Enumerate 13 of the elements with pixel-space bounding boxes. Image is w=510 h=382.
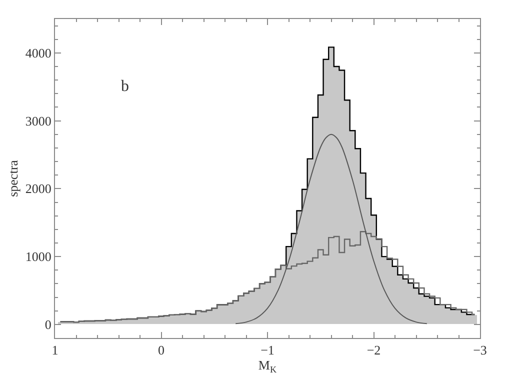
y-tick-label: 2000	[25, 181, 52, 196]
y-axis-title: spectra	[5, 160, 20, 197]
x-tick-label: −1	[260, 342, 274, 358]
x-tick-label: 0	[158, 342, 164, 358]
x-tick-label: −3	[473, 342, 487, 358]
y-tick-label: 0	[44, 316, 52, 332]
x-axis-title: M$_{K}$	[258, 358, 277, 374]
x-tick-label: 1	[52, 342, 58, 358]
y-tick-label: 4000	[25, 45, 52, 60]
annotation: b	[121, 78, 129, 95]
y-tick-label: 1000	[25, 249, 52, 264]
x-tick-label: −2	[366, 342, 381, 358]
y-tick-label: 3000	[25, 113, 52, 128]
